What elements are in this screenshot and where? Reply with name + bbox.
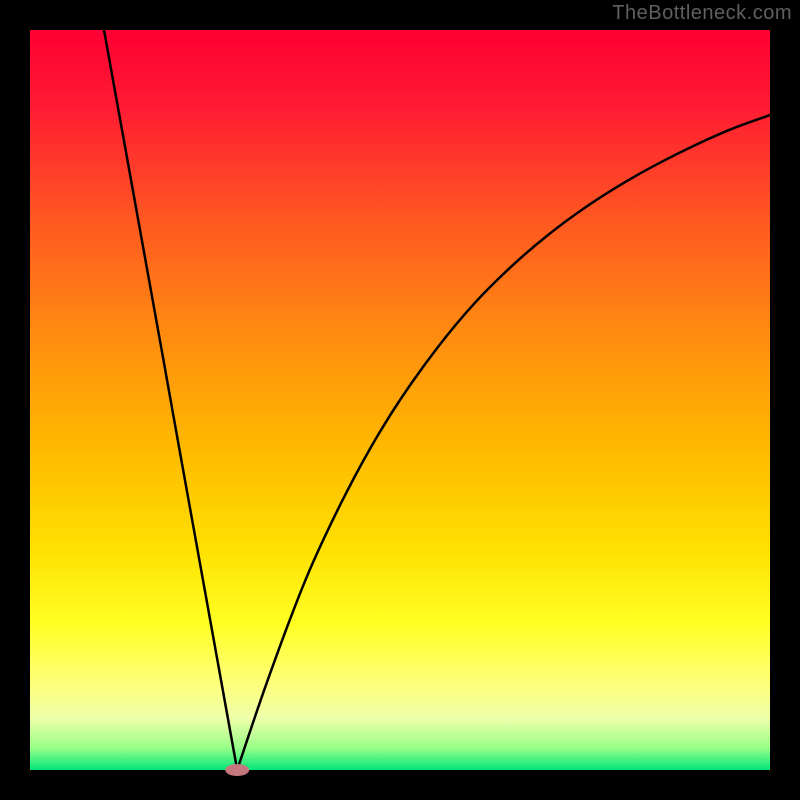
watermark-text: TheBottleneck.com [612,2,792,25]
chart-container: TheBottleneck.com [0,0,800,800]
bottleneck-chart [0,0,800,800]
optimal-point-marker [225,764,249,776]
